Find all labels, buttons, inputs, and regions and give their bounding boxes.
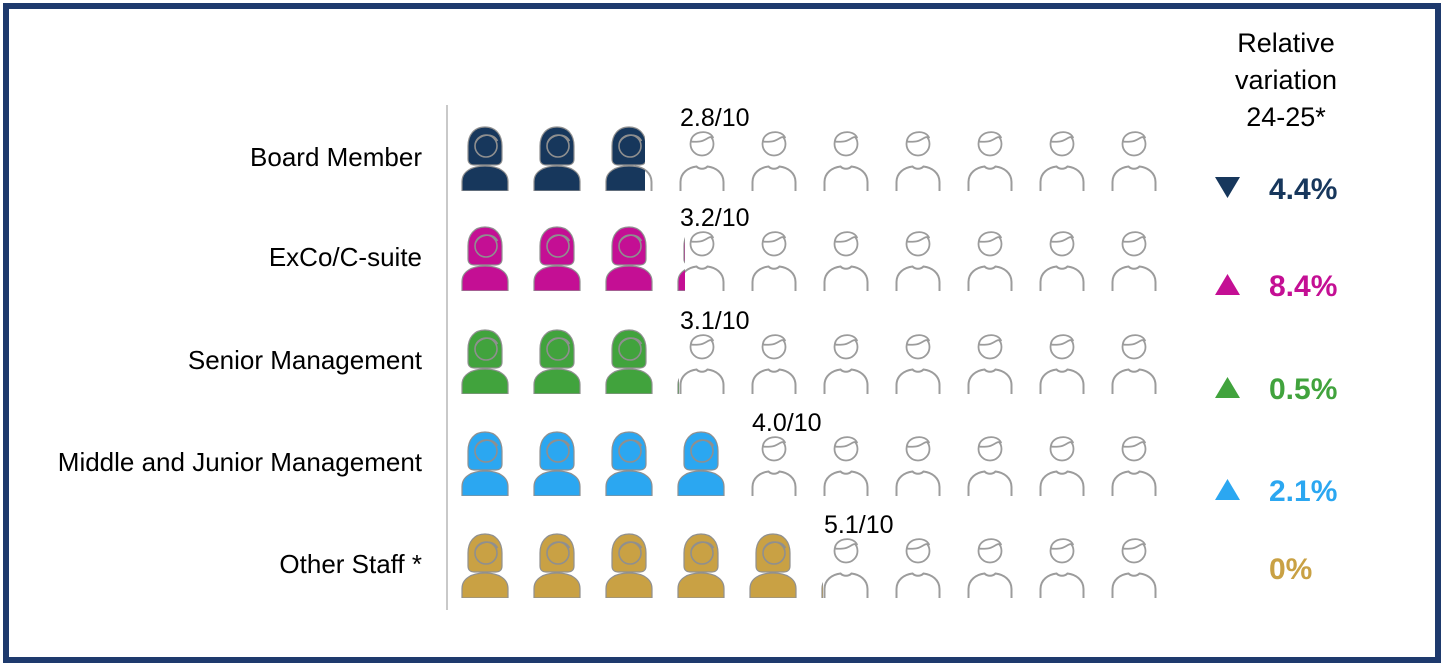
person-outline-icon [962,532,1016,598]
variation-value: 4.4% [1269,173,1338,206]
row-label-senior-management: Senior Management [187,345,422,375]
woman-silhouette-icon [674,328,680,394]
woman-silhouette-icon [602,430,656,497]
partially-filled-person-icon [674,328,728,394]
person-outline-icon [1034,125,1088,191]
woman-silhouette-icon [746,532,800,599]
person-outline-icon [1034,532,1088,598]
woman-silhouette-icon [530,125,584,192]
partially-filled-person-icon [602,125,656,191]
woman-silhouette-icon [674,225,685,291]
person-outline-icon [890,328,944,394]
person-outline-icon [746,328,800,394]
person-outline-icon [1106,430,1160,496]
person-outline-icon [674,328,728,394]
person-outline-icon [1034,225,1088,291]
variation-header-line3: 24-25* [1246,102,1326,132]
icon-row-board-member [458,125,1160,192]
woman-silhouette-icon [458,328,512,395]
triangle-up-icon [1214,478,1241,506]
variation-value: 0.5% [1269,373,1338,406]
person-outline-icon [962,328,1016,394]
person-outline-icon [962,125,1016,191]
axis-separator-line [446,105,448,610]
woman-silhouette-icon [458,430,512,497]
person-outline-icon [890,225,944,291]
person-outline-icon [746,125,800,191]
person-outline-icon [818,532,872,598]
score-label-exco-c-suite: 3.2/10 [680,204,750,232]
triangle-up-icon [1214,273,1241,301]
score-label-other-staff: 5.1/10 [824,511,894,539]
icon-row-other-staff [458,532,1160,599]
icon-row-exco-c-suite [458,225,1160,292]
variation-value: 8.4% [1269,270,1338,303]
woman-silhouette-icon [602,225,656,292]
person-outline-icon [1034,430,1088,496]
row-label-other-staff: Other Staff * [279,549,422,579]
person-outline-icon [818,225,872,291]
row-label-middle-and-junior-management: Middle and Junior Management [57,447,422,477]
variation-item-other-staff: 0% [1214,555,1312,585]
person-outline-icon [1106,532,1160,598]
variation-header-line1: Relative [1237,28,1335,58]
person-outline-icon [1106,328,1160,394]
person-outline-icon [1106,225,1160,291]
person-outline-icon [890,430,944,496]
partially-filled-person-icon [674,225,728,291]
woman-silhouette-icon [530,532,584,599]
partially-filled-person-icon [818,532,872,598]
score-label-board-member: 2.8/10 [680,104,750,132]
person-outline-icon [890,532,944,598]
variation-item-board-member: 4.4% [1214,175,1337,205]
woman-silhouette-icon [458,532,512,599]
woman-silhouette-icon [674,430,728,497]
icon-row-middle-and-junior-management [458,430,1160,497]
woman-silhouette-icon [818,532,824,598]
person-outline-icon [746,430,800,496]
person-outline-icon [746,225,800,291]
person-outline-icon [674,125,728,191]
variation-item-senior-management: 0.5% [1214,375,1337,405]
person-outline-icon [818,328,872,394]
no-change-placeholder [1214,559,1241,582]
person-outline-icon [962,430,1016,496]
woman-silhouette-icon [458,125,512,192]
variation-value: 0% [1269,553,1313,586]
variation-column-header: Relative variation 24-25* [1180,25,1392,136]
person-outline-icon [1106,125,1160,191]
icon-row-senior-management [458,328,1160,395]
variation-item-middle-and-junior-management: 2.1% [1214,477,1337,507]
variation-value: 2.1% [1269,475,1338,508]
score-label-senior-management: 3.1/10 [680,307,750,335]
score-label-middle-and-junior-management: 4.0/10 [752,409,822,437]
variation-header-line2: variation [1234,65,1338,95]
woman-silhouette-icon [530,225,584,292]
woman-silhouette-icon [458,225,512,292]
woman-silhouette-icon [602,125,646,191]
triangle-down-icon [1214,176,1241,204]
row-label-board-member: Board Member [250,142,422,172]
variation-item-exco-c-suite: 8.4% [1214,272,1337,302]
triangle-up-icon [1214,376,1241,404]
woman-silhouette-icon [602,532,656,599]
woman-silhouette-icon [530,430,584,497]
woman-silhouette-icon [602,328,656,395]
person-outline-icon [962,225,1016,291]
person-outline-icon [890,125,944,191]
person-outline-icon [818,430,872,496]
person-outline-icon [818,125,872,191]
woman-silhouette-icon [530,328,584,395]
row-label-exco-c-suite: ExCo/C-suite [268,242,422,272]
woman-silhouette-icon [674,532,728,599]
person-outline-icon [1034,328,1088,394]
